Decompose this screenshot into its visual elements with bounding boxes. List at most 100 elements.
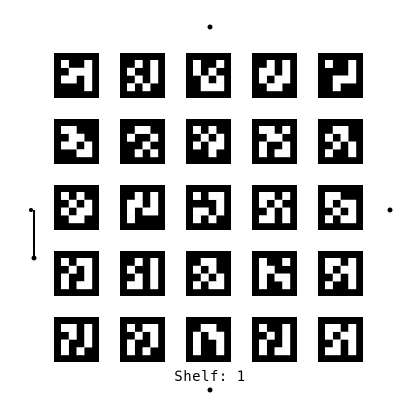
marker-cell [325, 192, 333, 200]
marker-cell [127, 83, 135, 92]
marker-cell [84, 199, 93, 208]
marker-cell [150, 60, 159, 68]
marker-cell [193, 265, 201, 274]
marker-cell [200, 207, 209, 216]
marker-cell [84, 258, 93, 266]
marker-cell [142, 324, 151, 332]
marker-cell [68, 265, 77, 274]
marker-cell [216, 75, 225, 84]
marker-cell [332, 126, 341, 134]
marker-cell [282, 258, 291, 266]
marker-cell [348, 258, 357, 266]
marker-cell [76, 258, 85, 266]
marker-cell [259, 347, 267, 356]
marker-tile [318, 251, 363, 296]
marker-cell [259, 192, 267, 200]
marker-cell [274, 133, 283, 142]
marker-cell [259, 324, 267, 332]
marker-cell [216, 281, 225, 290]
marker-cell [332, 324, 341, 332]
marker-cell [76, 281, 85, 290]
marker-cell [282, 126, 291, 134]
marker-cell [84, 265, 93, 274]
marker-cell [150, 149, 159, 158]
marker-cell [340, 265, 349, 274]
marker-cell [84, 339, 93, 348]
marker-cell [127, 265, 135, 274]
marker-cell [340, 126, 349, 134]
marker-cell [274, 149, 283, 158]
marker-tile [186, 317, 231, 362]
marker-cell [76, 67, 85, 76]
marker-cell [274, 199, 283, 208]
marker-cell [332, 141, 341, 150]
marker-cell [127, 133, 135, 142]
fiducial-left-bar [29, 208, 37, 261]
marker-cell [325, 133, 333, 142]
marker-cell [127, 324, 135, 332]
marker-cell [68, 126, 77, 134]
marker-cell [348, 199, 357, 208]
marker-cell [68, 133, 77, 142]
marker-cell [68, 199, 77, 208]
marker-cell [208, 126, 217, 134]
marker-cell [332, 83, 341, 92]
marker-cell [76, 192, 85, 200]
marker-cell [332, 273, 341, 282]
marker-cell [274, 273, 283, 282]
marker-cell [282, 273, 291, 282]
marker-cell [200, 324, 209, 332]
fiducial-bottom-dot [207, 387, 213, 393]
marker-tile [318, 119, 363, 164]
marker-cell [134, 258, 143, 266]
marker-cell [348, 75, 357, 84]
marker-cell [259, 149, 267, 158]
marker-cell [61, 324, 69, 332]
marker-cell [127, 215, 135, 224]
marker-cell [282, 75, 291, 84]
marker-cell [208, 324, 217, 332]
marker-tile [318, 317, 363, 362]
marker-cell [193, 207, 201, 216]
shelf-caption: Shelf: 1 [174, 369, 246, 385]
marker-cell [142, 83, 151, 92]
marker-cell [259, 67, 267, 76]
marker-cell [142, 126, 151, 134]
marker-cell [200, 75, 209, 84]
marker-cell [282, 347, 291, 356]
marker-cell [259, 215, 267, 224]
marker-cell [332, 258, 341, 266]
marker-cell [193, 126, 201, 134]
marker-cell [134, 60, 143, 68]
marker-cell [68, 331, 77, 340]
marker-tile [252, 53, 297, 98]
marker-cell [150, 324, 159, 332]
marker-cell [282, 324, 291, 332]
marker-cell [68, 67, 77, 76]
marker-cell [61, 339, 69, 348]
marker-cell [193, 141, 201, 150]
marker-cell [150, 265, 159, 274]
marker-cell [150, 207, 159, 216]
marker-cell [193, 347, 201, 356]
marker-tile [252, 251, 297, 296]
marker-cell [127, 207, 135, 216]
marker-cell [61, 192, 69, 200]
marker-cell [348, 331, 357, 340]
marker-cell [348, 281, 357, 290]
marker-cell [348, 60, 357, 68]
marker-cell [259, 273, 267, 282]
marker-cell [216, 141, 225, 150]
marker-cell [325, 347, 333, 356]
marker-tile [120, 53, 165, 98]
marker-cell [84, 273, 93, 282]
marker-cell [348, 215, 357, 224]
marker-cell [282, 149, 291, 158]
marker-cell [332, 347, 341, 356]
marker-cell [134, 192, 143, 200]
marker-cell [193, 192, 201, 200]
marker-grid [54, 53, 363, 362]
marker-cell [142, 141, 151, 150]
marker-cell [325, 281, 333, 290]
